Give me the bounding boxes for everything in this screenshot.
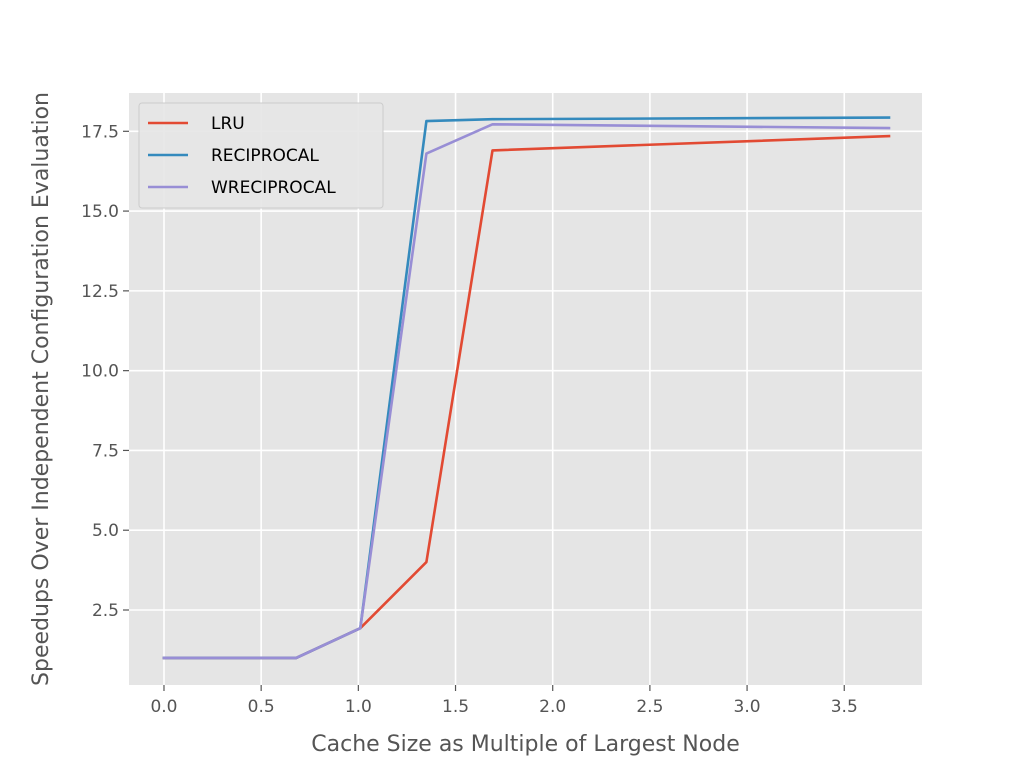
- x-axis-ticks: 0.0 0.5 1.0 1.5 2.0 2.5 3.0 3.5: [150, 685, 858, 717]
- legend-box: [138, 102, 384, 209]
- legend: LRU RECIPROCAL WRECIPROCAL: [138, 102, 384, 209]
- x-axis-label: Cache Size as Multiple of Largest Node: [311, 732, 739, 757]
- x-tick-label: 3.0: [734, 697, 761, 717]
- y-tick-label: 10.0: [81, 362, 119, 382]
- y-tick-label: 7.5: [92, 441, 119, 461]
- y-tick-label: 15.0: [81, 202, 119, 222]
- x-tick-label: 2.5: [636, 697, 663, 717]
- x-tick-label: 0.0: [150, 697, 177, 717]
- legend-label-lru: LRU: [211, 114, 245, 134]
- y-tick-label: 12.5: [81, 282, 119, 302]
- x-tick-label: 1.0: [345, 697, 372, 717]
- x-tick-label: 0.5: [248, 697, 275, 717]
- y-tick-label: 5.0: [92, 521, 119, 541]
- series-line-wreciprocal: [162, 123, 891, 660]
- series-lines: [162, 116, 891, 660]
- y-axis-ticks: 2.5 5.0 7.5 10.0 12.5 15.0 17.5: [81, 122, 129, 621]
- x-tick-label: 2.0: [539, 697, 566, 717]
- y-tick-label: 2.5: [92, 601, 119, 621]
- y-axis-label: Speedups Over Independent Configuration …: [29, 92, 54, 686]
- x-tick-label: 1.5: [442, 697, 469, 717]
- legend-label-reciprocal: RECIPROCAL: [211, 146, 319, 166]
- legend-label-wreciprocal: WRECIPROCAL: [211, 178, 336, 198]
- x-tick-label: 3.5: [831, 697, 858, 717]
- y-tick-label: 17.5: [81, 122, 119, 142]
